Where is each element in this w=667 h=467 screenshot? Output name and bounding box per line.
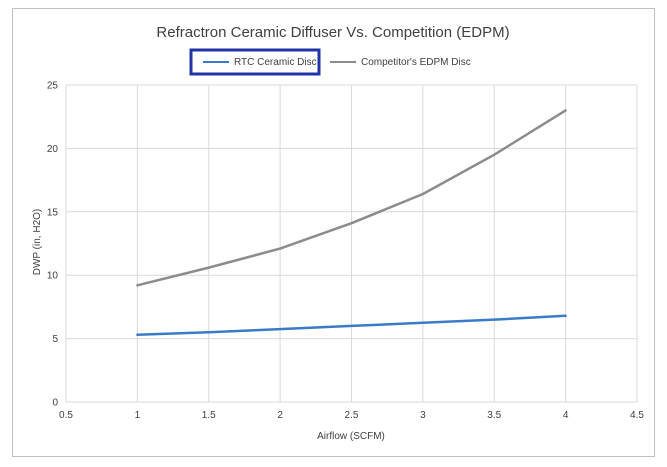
x-tick-label: 3 — [420, 410, 426, 421]
y-tick-label: 15 — [47, 207, 59, 218]
y-axis-ticks: 0 5 10 15 20 25 — [47, 81, 59, 409]
series-line-competitor-s-edpm-disc — [136, 109, 567, 287]
x-tick-label: 3.5 — [487, 410, 501, 421]
x-tick-label: 2.5 — [345, 410, 359, 421]
legend-highlight-box — [189, 48, 321, 76]
x-tick-label: 4.5 — [630, 410, 644, 421]
y-tick-label: 20 — [47, 144, 59, 155]
x-tick-label: 1.5 — [202, 410, 216, 421]
y-tick-label: 0 — [52, 398, 58, 409]
series-line-rtc-ceramic-disc — [136, 314, 567, 337]
x-tick-label: 0.5 — [59, 410, 73, 421]
x-tick-label: 2 — [277, 410, 283, 421]
chart-frame — [12, 8, 655, 457]
y-tick-label: 25 — [47, 81, 59, 92]
y-tick-label: 5 — [52, 334, 58, 345]
x-tick-label: 1 — [135, 410, 141, 421]
y-axis-title: DWP (in, H2O) — [32, 209, 43, 276]
x-tick-label: 4 — [563, 410, 569, 421]
x-axis-ticks: 0.5 1 1.5 2 2.5 3 3.5 4 4.5 — [59, 410, 644, 421]
legend-label-rtc-ceramic-disc: RTC Ceramic Disc — [234, 57, 317, 68]
x-axis-title: Airflow (SCFM) — [317, 431, 385, 442]
grid — [65, 84, 638, 403]
series-lines — [136, 109, 567, 337]
y-tick-label: 10 — [47, 271, 59, 282]
legend: RTC Ceramic Disc Competitor's EDPM Disc — [189, 48, 471, 76]
chart-title: Refractron Ceramic Diffuser Vs. Competit… — [156, 24, 509, 41]
legend-label-competitors-edpm-disc: Competitor's EDPM Disc — [361, 57, 471, 68]
